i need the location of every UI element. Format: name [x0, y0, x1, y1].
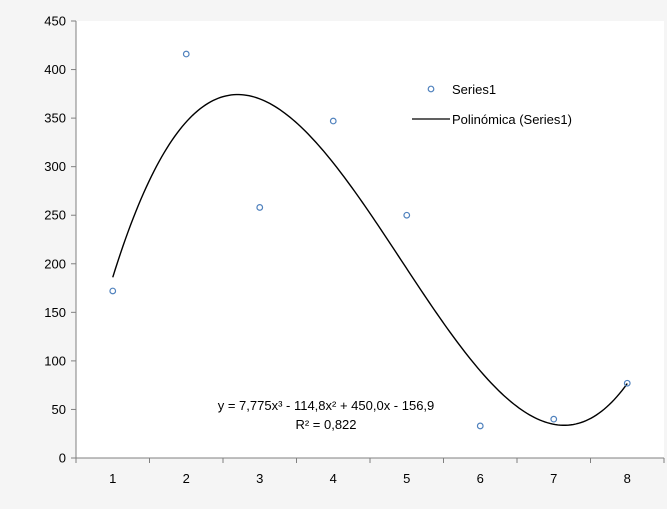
x-tick-label: 5: [403, 471, 410, 486]
y-tick-label: 0: [59, 451, 66, 466]
y-tick-label: 200: [44, 256, 66, 271]
data-points: [109, 50, 631, 430]
x-tick-label: 1: [109, 471, 116, 486]
y-tick-label: 150: [44, 305, 66, 320]
y-tick-label: 50: [52, 402, 66, 417]
r-squared-text: R² = 0,822: [295, 417, 356, 432]
x-tick-label: 7: [550, 471, 557, 486]
y-tick-label: 100: [44, 353, 66, 368]
plot-area: [76, 21, 664, 458]
x-tick-label: 2: [183, 471, 190, 486]
data-point: [256, 204, 264, 211]
y-tick-label: 350: [44, 111, 66, 126]
legend-marker-series1: [427, 85, 435, 93]
trendline-group: [112, 93, 628, 426]
y-tick-label: 250: [44, 208, 66, 223]
data-point: [550, 415, 558, 423]
data-point: [182, 50, 190, 58]
x-tick-label: 6: [477, 471, 484, 486]
axes: 0 50 100 150 200 250 300 350 400 450 1 2 3 4 5 6 7 8: [44, 14, 665, 486]
x-tick-label: 3: [256, 471, 263, 486]
legend-label-series1: Series1: [452, 82, 496, 97]
x-tick-label: 4: [330, 471, 337, 486]
equation-text: y = 7,775x³ - 114,8x² + 450,0x - 156,9: [218, 398, 435, 413]
y-tick-label: 450: [44, 14, 66, 29]
y-tick-label: 400: [44, 62, 66, 77]
trendline-curve: [112, 93, 628, 426]
trendline-equation: y = 7,775x³ - 114,8x² + 450,0x - 156,9 R…: [218, 398, 435, 432]
data-point: [403, 211, 411, 219]
y-tick-label: 300: [44, 159, 66, 174]
data-point: [623, 379, 631, 387]
data-point: [329, 117, 337, 125]
x-tick-label: 8: [624, 471, 631, 486]
legend: Series1 Polinómica (Series1): [412, 82, 572, 127]
legend-label-trendline: Polinómica (Series1): [452, 112, 572, 127]
data-point: [109, 287, 117, 295]
data-point: [476, 422, 484, 430]
